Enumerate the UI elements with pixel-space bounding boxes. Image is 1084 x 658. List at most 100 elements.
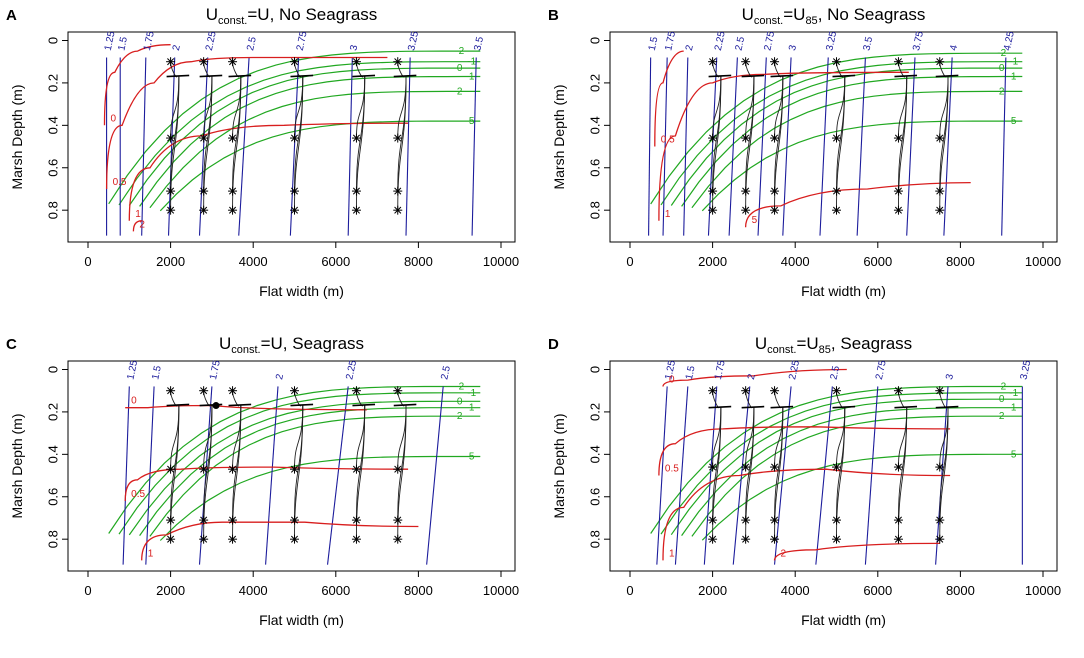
convergence-segment (894, 405, 918, 409)
asterisk-marker (741, 386, 751, 396)
y-tick-label: 0 (587, 366, 602, 373)
x-tick-label: 4000 (239, 254, 268, 269)
blue-contour (782, 57, 792, 236)
panel-b: B Uconst.=U85, No Seagrass 0 2000 4000 6000 80… (542, 0, 1084, 329)
asterisk-marker (393, 57, 403, 67)
asterisk-marker (893, 186, 903, 196)
green-contour-label: 1 (1011, 403, 1017, 414)
blue-contour-label: 2.25 (344, 359, 359, 381)
asterisk-marker (228, 186, 238, 196)
y-tick-label: 0.6 (45, 488, 60, 506)
asterisk-marker (228, 515, 238, 525)
red-contour (141, 521, 419, 561)
blue-contour-label: 1.25 (663, 359, 678, 381)
convergence-segment (290, 74, 314, 78)
y-tick-label: 0.8 (587, 201, 602, 219)
blue-contour-label: 1.5 (647, 35, 661, 51)
blue-contour-label: 2.75 (874, 359, 889, 381)
blue-contour-label: 3.75 (911, 30, 926, 52)
red-contour-label: 1 (665, 209, 671, 220)
red-contour (658, 426, 951, 476)
blue-contour-label: 2.5 (245, 35, 259, 51)
green-contour-label: 2 (999, 411, 1005, 422)
asterisk-marker (935, 186, 945, 196)
asterisk-marker (166, 534, 176, 544)
red-contour (124, 466, 409, 502)
convergence-segment (352, 403, 376, 407)
asterisk-marker (393, 133, 403, 143)
asterisk-marker (741, 462, 751, 472)
asterisk-marker (741, 205, 751, 215)
red-contour-label: 2 (139, 219, 145, 230)
x-axis-label: Flat width (m) (801, 612, 886, 628)
blue-contour (471, 57, 477, 236)
highlight-point (212, 402, 220, 410)
convergence-segment (228, 403, 252, 407)
x-tick-label: 8000 (404, 254, 433, 269)
blue-contour (326, 386, 349, 565)
blue-contour-label: 3.5 (862, 35, 876, 51)
x-tick-label: 2000 (698, 254, 727, 269)
plot-frame (609, 31, 1058, 243)
asterisk-marker (770, 386, 780, 396)
blue-contour (405, 57, 411, 236)
green-contour (701, 453, 1023, 541)
blue-contour-label: 2 (171, 44, 183, 52)
asterisk-marker (351, 515, 361, 525)
red-contour-label: 0.5 (131, 489, 145, 500)
blue-contour-label: 1.25 (103, 30, 118, 52)
blue-contour (141, 57, 147, 236)
blue-contour (683, 57, 689, 236)
blue-contour (943, 57, 953, 236)
blue-contour-label: 1.75 (208, 359, 223, 381)
chart-title: Uconst.=U85, No Seagrass (742, 5, 926, 27)
asterisk-marker (228, 386, 238, 396)
asterisk-marker (351, 186, 361, 196)
green-contour (691, 90, 1023, 209)
green-contour-label: 0 (457, 63, 463, 74)
green-contour (681, 407, 1023, 536)
panel-letter: B (548, 7, 559, 24)
chart-title: Uconst.=U, No Seagrass (206, 5, 378, 27)
green-contour (159, 455, 481, 541)
asterisk-marker (935, 462, 945, 472)
blue-contour (167, 57, 176, 236)
green-contour-label: -2 (455, 381, 464, 392)
chart-svg: B Uconst.=U85, No Seagrass 0 2000 4000 6000 80… (548, 5, 1061, 299)
red-contour (132, 220, 142, 232)
trajectory-line (294, 390, 302, 407)
green-contour-label: -1 (1009, 388, 1018, 399)
red-contour-label: 0.5 (661, 135, 675, 146)
blue-contour-label: 2.5 (829, 364, 843, 380)
y-tick-label: 0.2 (45, 403, 60, 421)
blue-contour (662, 57, 668, 236)
green-contour (149, 90, 481, 209)
blue-contour-label: 3.25 (406, 30, 421, 52)
blue-contour (815, 386, 833, 565)
asterisk-marker (290, 186, 299, 196)
blue-contour (289, 57, 300, 236)
red-contour (125, 404, 367, 411)
y-tick-label: 0.2 (45, 74, 60, 92)
x-axis-label: Flat width (m) (259, 612, 344, 628)
asterisk-marker (832, 462, 841, 472)
panel-letter: C (6, 336, 17, 353)
y-tick-label: 0.6 (45, 159, 60, 177)
asterisk-marker (770, 462, 780, 472)
green-contour-label: 1 (469, 403, 475, 414)
asterisk-marker (290, 386, 299, 396)
blue-contour (656, 386, 668, 565)
asterisk-marker (199, 205, 209, 215)
blue-contour (703, 386, 718, 565)
convergence-segment (741, 74, 765, 78)
x-tick-label: 10000 (483, 583, 519, 598)
y-tick-label: 0.4 (587, 445, 602, 463)
green-contour-label: 2 (457, 86, 463, 97)
asterisk-marker (708, 386, 718, 396)
panel-letter: D (548, 336, 559, 353)
green-contour-label: 2 (999, 86, 1005, 97)
red-contour-label: 0.5 (113, 177, 127, 188)
trajectory-line (836, 61, 844, 78)
